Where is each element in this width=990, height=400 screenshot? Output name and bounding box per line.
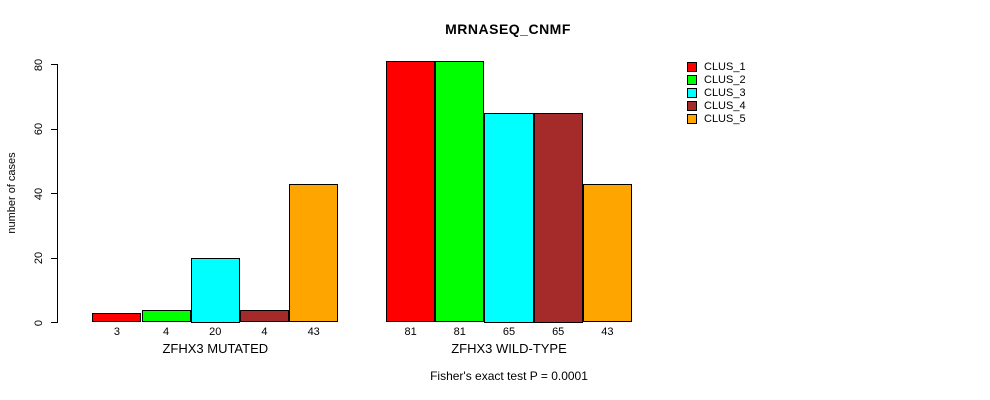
- y-tick-line: [51, 193, 57, 194]
- bar-value-label: 20: [209, 326, 222, 338]
- legend-swatch-clus_2: [687, 74, 697, 85]
- y-tick-line: [51, 257, 57, 259]
- bar-value-label: 4: [261, 326, 268, 338]
- bar-value-label: 65: [552, 326, 565, 338]
- legend-item-clus_5: CLUS_5: [687, 112, 746, 125]
- legend-item-clus_3: CLUS_3: [687, 86, 746, 99]
- legend-item-clus_4: CLUS_4: [687, 99, 746, 112]
- y-axis-line: [57, 64, 58, 323]
- bar-clus_1-zfhx3-mutated: [92, 312, 142, 323]
- y-tick-label: 40: [33, 187, 45, 200]
- bar-clus_4-zfhx3-wild-type: [533, 112, 583, 323]
- bar-clus_3-zfhx3-mutated: [190, 258, 240, 323]
- legend-label: CLUS_2: [704, 73, 746, 86]
- legend-label: CLUS_4: [704, 99, 746, 112]
- y-tick-label: 20: [33, 251, 45, 265]
- bar-clus_2-zfhx3-wild-type: [435, 61, 485, 323]
- bar-value-label: 3: [113, 326, 120, 338]
- y-tick-label: 0: [33, 319, 45, 326]
- legend-item-clus_2: CLUS_2: [687, 73, 746, 86]
- legend-label: CLUS_1: [704, 60, 746, 73]
- y-axis-title: number of cases: [6, 152, 18, 234]
- legend-item-clus_1: CLUS_1: [687, 60, 746, 73]
- y-tick-line: [51, 128, 57, 130]
- y-tick-line: [51, 322, 57, 323]
- chart-title: MRNASEQ_CNMF: [445, 21, 571, 37]
- bar-value-label: 4: [163, 326, 170, 338]
- chart-subtitle: Fisher's exact test P = 0.0001: [430, 369, 588, 383]
- bar-clus_3-zfhx3-wild-type: [484, 112, 534, 323]
- legend-label: CLUS_5: [704, 112, 746, 125]
- bar-clus_4-zfhx3-mutated: [239, 309, 290, 323]
- bar-clus_2-zfhx3-mutated: [141, 309, 191, 323]
- legend-swatch-clus_3: [687, 87, 697, 98]
- bar-value-label: 43: [307, 326, 320, 338]
- bar-value-label: 43: [601, 326, 614, 338]
- x-axis-group-label: ZFHX3 MUTATED: [162, 341, 269, 356]
- bar-clus_1-zfhx3-wild-type: [386, 61, 436, 323]
- bar-value-label: 81: [453, 326, 466, 338]
- y-tick-label: 60: [33, 122, 45, 136]
- legend-label: CLUS_3: [704, 86, 746, 99]
- bar-clus_5-zfhx3-mutated: [289, 183, 339, 323]
- y-tick-line: [51, 64, 57, 65]
- legend-swatch-clus_4: [687, 100, 697, 111]
- x-axis-group-label: ZFHX3 WILD-TYPE: [451, 341, 567, 356]
- legend-swatch-clus_1: [687, 61, 697, 72]
- bar-clus_5-zfhx3-wild-type: [582, 183, 632, 323]
- bar-value-label: 65: [502, 326, 516, 338]
- y-tick-label: 80: [33, 58, 45, 71]
- bar-value-label: 81: [404, 326, 417, 338]
- legend-swatch-clus_5: [687, 113, 697, 124]
